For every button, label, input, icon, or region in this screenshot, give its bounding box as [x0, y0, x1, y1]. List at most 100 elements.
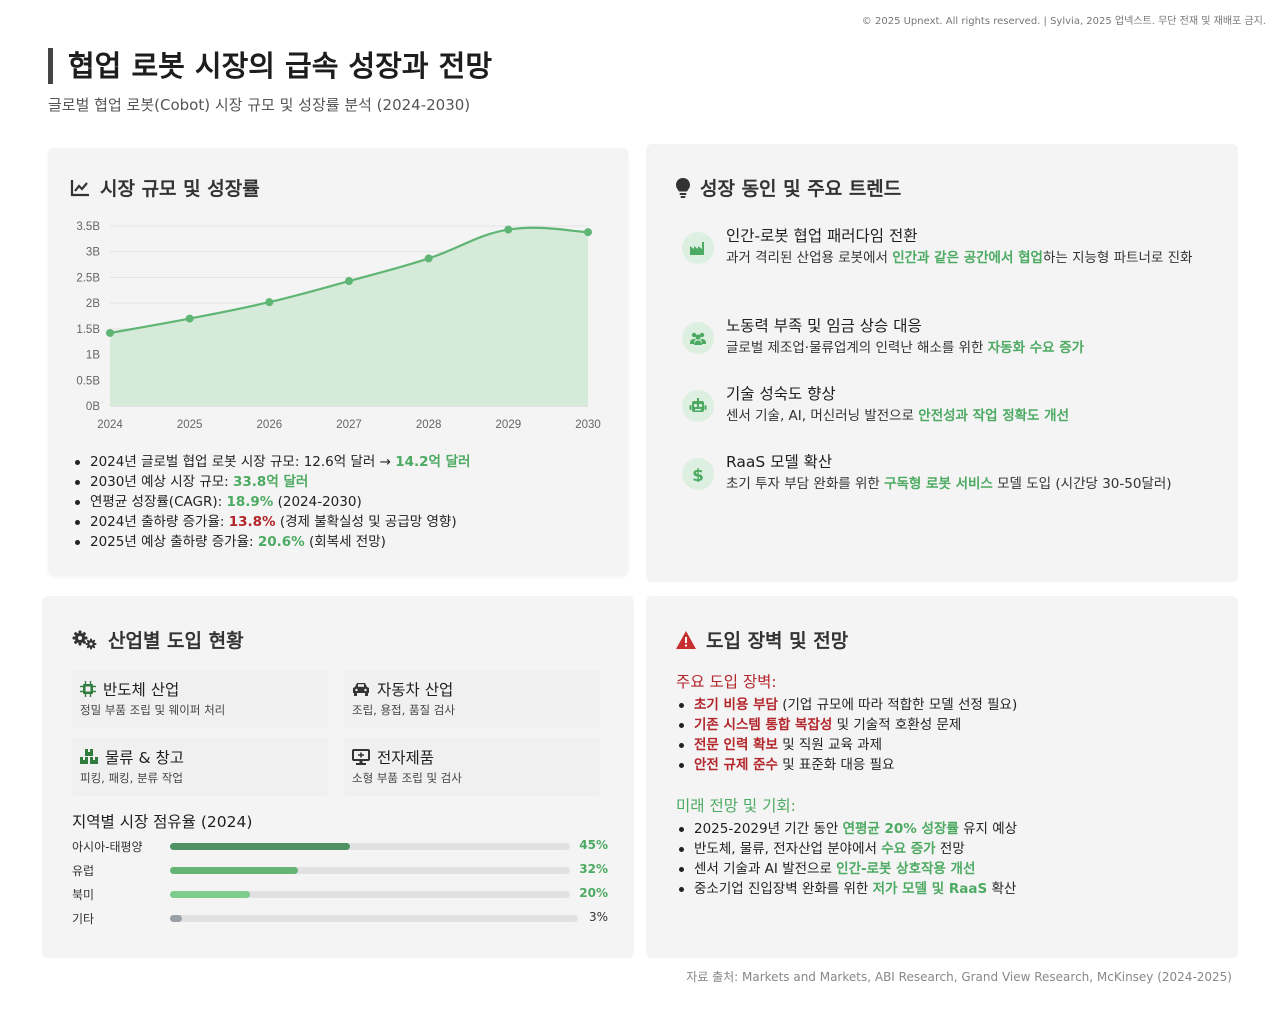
industry-adoption-card: 산업별 도입 현황 반도체 산업 정밀 부품 조립 및 웨이퍼 처리 — [42, 596, 634, 958]
outlook-item-text: 반도체, 물류, 전자산업 분야에서 — [694, 841, 882, 857]
trend-description: 과거 격리된 산업용 로봇에서 인간과 같은 공간에서 협업하는 지능형 파트너… — [726, 248, 1196, 268]
market-size-card: 시장 규모 및 성장률 0B 0.5B 1B 1.5B 2B 2.5B 3B 3.5B 2024… — [48, 148, 628, 576]
market-fact-item: 2024년 글로벌 협업 로봇 시장 규모: 12.6억 달러 → 14.2억 … — [72, 452, 470, 472]
y-tick-label: 3.5B — [76, 221, 100, 233]
market-facts-list: 2024년 글로벌 협업 로봇 시장 규모: 12.6억 달러 → 14.2억 … — [72, 452, 470, 552]
region-bar-track — [170, 891, 570, 898]
industry-title: 전자제품 — [352, 746, 434, 768]
trend-description-text: 하는 지능형 파트너로 진화 — [1042, 250, 1193, 266]
region-bar-row: 북미 20% — [72, 884, 608, 904]
region-share-value: 32% — [579, 862, 608, 876]
car-icon — [353, 683, 369, 696]
market-fact-item-text: 2030년 예상 시장 규모: — [90, 474, 234, 490]
barrier-item: 기존 시스템 통합 복잡성 및 기술적 호환성 문제 — [676, 715, 1017, 735]
industry-title-text: 자동차 산업 — [377, 681, 454, 699]
trend-description-text: 초기 투자 부담 완화를 위한 — [726, 476, 885, 492]
outlook-item: 반도체, 물류, 전자산업 분야에서 수요 증가 전망 — [676, 839, 1017, 859]
trend-description-highlight: 구독형 로봇 서비스 — [884, 476, 993, 492]
data-point — [424, 254, 433, 263]
region-name: 기타 — [72, 912, 95, 926]
industry-title: 물류 & 창고 — [80, 746, 184, 768]
gears-icon — [72, 630, 97, 649]
series-area-fill — [110, 227, 588, 406]
industry-title: 자동차 산업 — [352, 678, 453, 700]
region-bar-row: 아시아-태평양 45% — [72, 836, 608, 856]
market-fact-item-text: (2024-2030) — [273, 494, 362, 510]
svg-text:$: $ — [692, 466, 704, 482]
trend-description-highlight: 안전성과 작업 정확도 개선 — [918, 408, 1070, 424]
trends-card-title: 성장 동인 및 주요 트렌드 — [676, 174, 901, 201]
trend-description-highlight: 자동화 수요 증가 — [987, 340, 1085, 356]
data-point — [504, 225, 513, 234]
copyright-notice: © 2025 Upnext. All rights reserved. | Sy… — [861, 16, 1266, 27]
trend-description-text: 센서 기술, AI, 머신러닝 발전으로 — [726, 408, 919, 424]
outlook-item-text: 센서 기술과 AI 발전으로 — [694, 861, 837, 877]
outlook-heading: 미래 전망 및 기회: — [676, 797, 796, 815]
barriers-card-title-text: 도입 장벽 및 전망 — [706, 630, 849, 652]
x-tick-label: 2030 — [575, 419, 601, 431]
trend-description-text: 모델 도입 (시간당 30-50달러) — [992, 476, 1172, 492]
trends-card-title-text: 성장 동인 및 주요 트렌드 — [700, 178, 902, 200]
market-fact-item-text: 2024년 출하량 증가율: — [90, 514, 229, 530]
data-point — [584, 228, 592, 237]
industry-title: 반도체 산업 — [80, 678, 179, 700]
region-share-title: 지역별 시장 점유율 (2024) — [72, 813, 253, 831]
warning-icon — [676, 630, 696, 649]
market-fact-item: 2030년 예상 시장 규모: 33.8억 달러 — [72, 472, 470, 492]
data-point — [265, 298, 274, 307]
data-point — [106, 328, 114, 337]
industry-desc: 피킹, 패킹, 분류 작업 — [80, 771, 183, 785]
industry-item-semiconductor: 반도체 산업 정밀 부품 조립 및 웨이퍼 처리 — [72, 670, 328, 728]
page-subtitle: 글로벌 협업 로봇(Cobot) 시장 규모 및 성장률 분석 (2024-20… — [48, 96, 471, 114]
market-fact-item: 연평균 성장률(CAGR): 18.9% (2024-2030) — [72, 492, 470, 512]
outlook-item: 2025-2029년 기간 동안 연평균 20% 성장률 유지 예상 — [676, 819, 1017, 839]
market-size-chart: 0B 0.5B 1B 1.5B 2B 2.5B 3B 3.5B 2024 2025 2026 2027… — [76, 221, 601, 431]
barrier-item-highlight: 초기 비용 부담 — [694, 697, 778, 713]
market-fact-item-highlight: 18.9% — [226, 494, 274, 510]
trend-title: 인간-로봇 협업 패러다임 전환 — [726, 227, 918, 245]
region-share-value: 20% — [579, 886, 608, 900]
market-fact-item-text: 2024년 글로벌 협업 로봇 시장 규모: 12.6억 달러 → — [90, 454, 396, 470]
trend-title: RaaS 모델 확산 — [726, 453, 833, 471]
trend-description: 초기 투자 부담 완화를 위한 구독형 로봇 서비스 모델 도입 (시간당 30… — [726, 474, 1196, 494]
x-tick-label: 2027 — [336, 419, 362, 431]
barriers-card-title: 도입 장벽 및 전망 — [676, 626, 848, 653]
outlook-item: 센서 기술과 AI 발전으로 인간-로봇 상호작용 개선 — [676, 859, 1017, 879]
x-tick-label: 2026 — [257, 419, 283, 431]
y-tick-label: 1.5B — [76, 324, 100, 336]
region-share-value: 45% — [579, 838, 608, 852]
outlook-item-text: 확산 — [987, 881, 1017, 897]
region-name: 유럽 — [72, 864, 95, 878]
market-fact-item: 2025년 예상 출하량 증가율: 20.6% (회복세 전망) — [72, 532, 470, 552]
region-share-value: 3% — [588, 910, 608, 924]
tv-icon — [352, 749, 370, 765]
outlook-item-text: 전망 — [935, 841, 965, 857]
lightbulb-icon — [676, 177, 690, 198]
region-bar-track — [170, 915, 578, 922]
outlook-item: 중소기업 진입장벽 완화를 위한 저가 모델 및 RaaS 확산 — [676, 879, 1017, 899]
market-fact-item-highlight: 33.8억 달러 — [233, 474, 309, 490]
x-tick-label: 2025 — [177, 419, 203, 431]
market-fact-item-text: (경제 불확실성 및 공급망 영향) — [275, 514, 457, 530]
industry-desc: 조립, 용접, 품질 검사 — [352, 703, 455, 717]
x-tick-label: 2024 — [97, 419, 123, 431]
market-card-title: 시장 규모 및 성장률 — [70, 174, 260, 201]
outlook-item-text: 유지 예상 — [958, 821, 1018, 837]
barrier-item-highlight: 전문 인력 확보 — [694, 737, 778, 753]
market-card-title-text: 시장 규모 및 성장률 — [100, 178, 260, 200]
x-tick-label: 2028 — [416, 419, 442, 431]
industry-card-title-text: 산업별 도입 현황 — [108, 630, 244, 652]
barrier-item-text: 및 표준화 대응 필요 — [777, 757, 895, 773]
region-bar-track — [170, 843, 570, 850]
industry-title-text: 물류 & 창고 — [105, 749, 184, 767]
barriers-outlook-card: 도입 장벽 및 전망 주요 도입 장벽: 초기 비용 부담 (기업 규모에 따라… — [646, 596, 1238, 958]
industry-desc: 정밀 부품 조립 및 웨이퍼 처리 — [80, 703, 226, 717]
industry-item-logistics: 물류 & 창고 피킹, 패킹, 분류 작업 — [72, 738, 328, 796]
market-fact-item: 2024년 출하량 증가율: 13.8% (경제 불확실성 및 공급망 영향) — [72, 512, 470, 532]
region-bar-fill — [170, 915, 182, 922]
trend-description: 글로벌 제조업·물류업계의 인력난 해소를 위한 자동화 수요 증가 — [726, 338, 1196, 358]
barrier-item: 안전 규제 준수 및 표준화 대응 필요 — [676, 755, 1017, 775]
outlook-item-highlight: 연평균 20% 성장률 — [842, 821, 959, 837]
market-fact-item-highlight: 14.2억 달러 — [395, 454, 471, 470]
region-name: 아시아-태평양 — [72, 840, 143, 854]
